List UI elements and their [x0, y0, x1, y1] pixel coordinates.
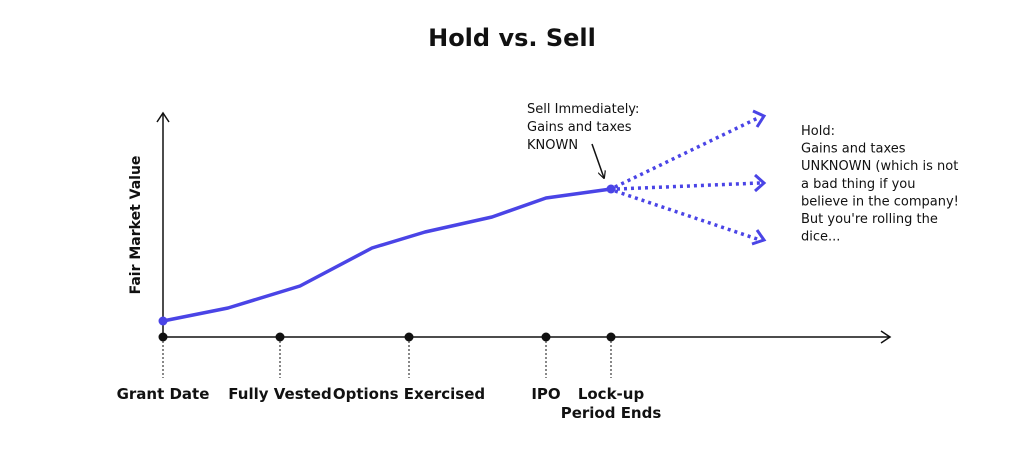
milestone-dot — [541, 332, 551, 342]
milestone-dot — [158, 332, 168, 342]
milestone-label: Grant Date — [117, 385, 210, 403]
milestone-label: Period Ends — [561, 404, 662, 422]
milestone-dot — [606, 332, 616, 342]
sell-note: KNOWN — [527, 138, 578, 153]
hold-note: dice... — [801, 230, 840, 245]
y-axis-label: Fair Market Value — [128, 156, 144, 295]
hold-arrowheads — [751, 109, 767, 246]
milestone-dot — [275, 332, 285, 342]
milestone-label: IPO — [531, 385, 560, 403]
milestone-label: Fully Vested — [228, 385, 331, 403]
axes — [156, 111, 892, 344]
hold-note: UNKNOWN (which is not — [801, 159, 958, 174]
sell-arrow — [591, 143, 604, 178]
milestone-label: Lock-up — [578, 385, 645, 403]
hold-note: a bad thing if you — [801, 177, 915, 192]
hold-note: But you're rolling the — [801, 212, 938, 227]
milestone-label: Options Exercised — [333, 385, 485, 403]
end-dot — [606, 184, 616, 194]
hold-paths — [614, 115, 761, 242]
value-line — [162, 187, 612, 323]
hold-note: Hold: — [801, 124, 835, 139]
sell-note: Sell Immediately: — [527, 102, 639, 117]
hold-note: believe in the company! — [801, 194, 959, 209]
start-dot — [158, 316, 168, 326]
title: Hold vs. Sell — [428, 24, 596, 52]
sell-note: Gains and taxes — [527, 120, 632, 135]
hold-note: Gains and taxes — [801, 142, 906, 157]
milestone-dot — [404, 332, 414, 342]
